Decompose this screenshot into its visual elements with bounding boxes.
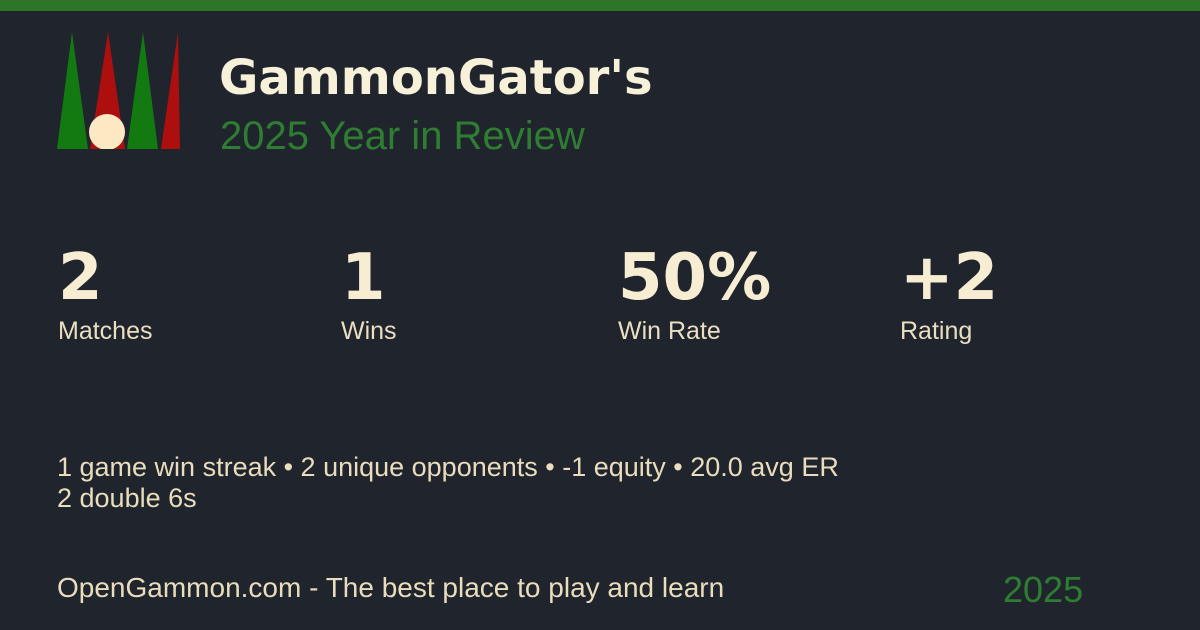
stat-matches: 2 Matches [58, 241, 152, 345]
stat-label: Win Rate [618, 317, 721, 345]
board-point-icon [161, 32, 180, 149]
stat-label: Rating [900, 317, 973, 345]
stat-label: Wins [341, 317, 397, 345]
backgammon-board-logo [57, 32, 180, 149]
stat-win-rate: 50% Win Rate [618, 241, 771, 345]
page-subtitle: 2025 Year in Review [220, 114, 585, 158]
summary-line-2: 2 double 6s [57, 483, 197, 513]
top-accent-bar [0, 0, 1200, 11]
stat-value: +2 [900, 241, 999, 315]
stat-rating: +2 Rating [900, 241, 998, 345]
stat-value: 50% [618, 241, 772, 315]
board-point-icon [127, 32, 158, 149]
footer-tagline: OpenGammon.com - The best place to play … [57, 572, 725, 603]
summary-line-1: 1 game win streak • 2 unique opponents •… [57, 452, 839, 482]
stat-label: Matches [58, 317, 153, 345]
board-point-icon [57, 32, 88, 149]
stat-wins: 1 Wins [341, 241, 397, 345]
stat-value: 2 [58, 241, 103, 315]
page-title: GammonGator's [219, 50, 653, 106]
checker-icon [89, 114, 125, 149]
summary-block: 1 game win streak • 2 unique opponents •… [57, 452, 839, 514]
footer-year: 2025 [1003, 569, 1084, 610]
stat-value: 1 [341, 241, 386, 315]
